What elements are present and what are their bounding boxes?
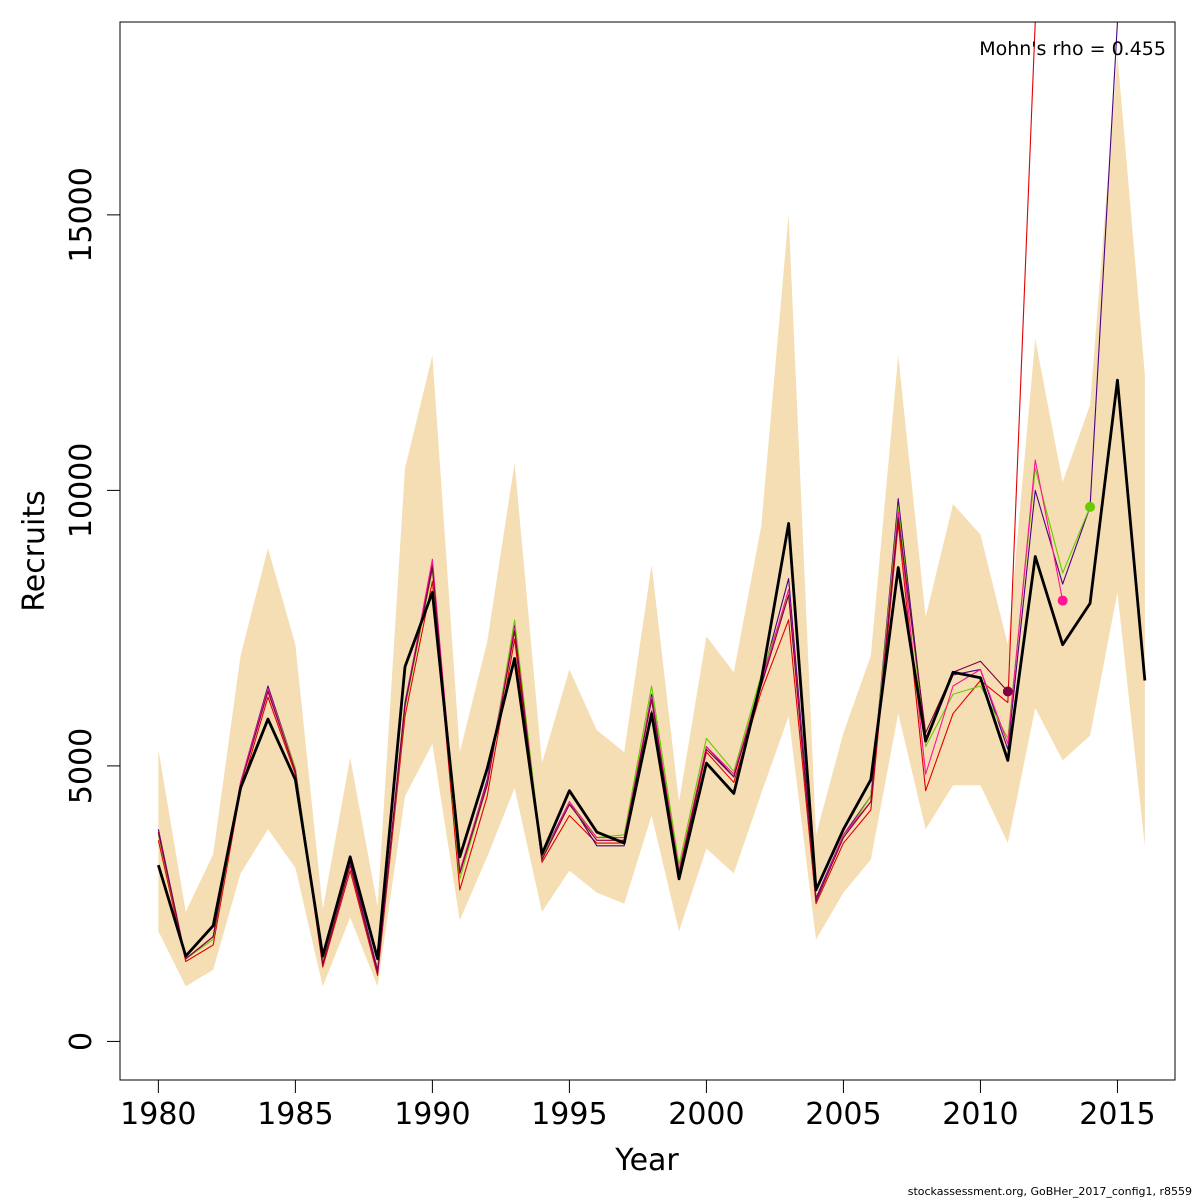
x-axis: 1980 1985 1990 1995 2000 2005 2010 2015 — [120, 1079, 1156, 1132]
confidence-band-area — [158, 55, 1145, 987]
y-tick-label: 0 — [64, 1032, 99, 1051]
x-tick-label: 1995 — [531, 1097, 607, 1132]
confidence-band — [158, 55, 1145, 987]
series-marker-5 — [1002, 686, 1013, 697]
footer-credit: stockassessment.org, GoBHer_2017_config1… — [907, 1185, 1192, 1198]
mohns-rho-annotation: Mohn's rho = 0.455 — [979, 38, 1166, 60]
x-tick-label: 2000 — [668, 1097, 744, 1132]
series-marker-3 — [1085, 501, 1096, 512]
y-axis-title: Recruits — [17, 490, 52, 612]
y-tick-label: 10000 — [64, 443, 99, 538]
endpoint-markers — [1002, 501, 1096, 697]
x-tick-label: 1990 — [394, 1097, 470, 1132]
retrospective-lines — [157, 22, 1147, 976]
x-tick-label: 2015 — [1079, 1097, 1155, 1132]
x-tick-label: 1980 — [120, 1097, 196, 1132]
x-axis-title: Year — [614, 1143, 679, 1178]
x-tick-label: 2010 — [942, 1097, 1018, 1132]
y-axis: 0 5000 10000 15000 — [64, 167, 121, 1051]
x-tick-label: 2005 — [805, 1097, 881, 1132]
y-tick-label: 5000 — [64, 728, 99, 804]
series-marker-4 — [1057, 595, 1068, 606]
series-line-main — [157, 378, 1147, 961]
x-tick-label: 1985 — [257, 1097, 333, 1132]
y-tick-label: 15000 — [64, 167, 99, 262]
